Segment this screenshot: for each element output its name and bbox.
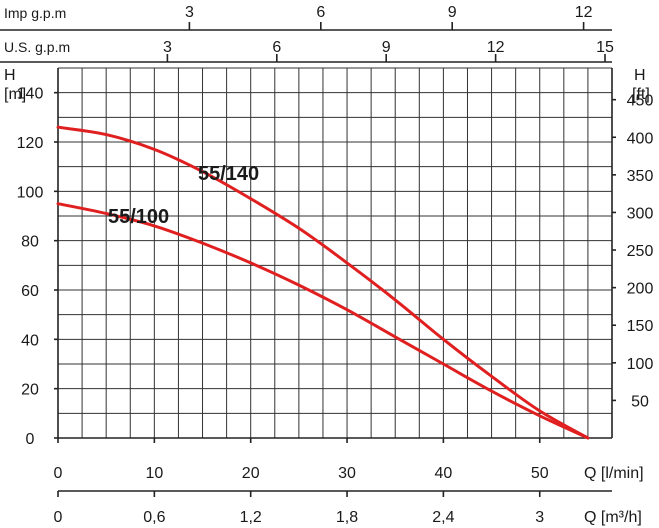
m3h-tick-label: 1,8 [336, 509, 358, 526]
x-tick-label: 20 [242, 465, 260, 482]
y-tick-label-left: 100 [17, 184, 44, 201]
y-tick-label-right: 150 [627, 318, 654, 335]
us-gpm-tick-label: 6 [272, 39, 281, 56]
us-gpm-tick-label: 3 [163, 39, 172, 56]
y-tick-label-left: 40 [21, 332, 39, 349]
series-line-55-140 [56, 125, 590, 440]
m3h-tick-label: 3 [535, 509, 544, 526]
y-axis-unit-left: [m] [4, 86, 26, 103]
x-tick-label: 40 [434, 465, 452, 482]
us-gpm-tick-label: 12 [487, 39, 505, 56]
y-tick-label-left: 80 [21, 234, 39, 251]
x-tick-label: 30 [338, 465, 356, 482]
m3h-tick-label: 0,6 [143, 509, 165, 526]
y-tick-label-left: 0 [26, 431, 35, 448]
x-axis-title: Q [l/min] [584, 465, 644, 482]
grid [58, 67, 612, 438]
imp-gpm-tick-label: 3 [185, 4, 194, 21]
axes [0, 22, 616, 497]
y-axis-unit-right: [ft] [632, 86, 650, 103]
y-tick-label-right: 350 [627, 168, 654, 185]
imp-gpm-label: Imp g.p.m [4, 5, 66, 21]
imp-gpm-tick-label: 6 [316, 4, 325, 21]
us-gpm-tick-label: 15 [596, 39, 614, 56]
y-tick-label-right: 250 [627, 243, 654, 260]
y-tick-label-right: 300 [627, 205, 654, 222]
y-tick-label-right: 450 [627, 93, 654, 110]
m3h-axis-title: Q [m³/h] [584, 509, 642, 526]
m3h-tick-label: 1,2 [240, 509, 262, 526]
series: 55/140 55/100 [56, 125, 590, 440]
y-tick-label-left: 60 [21, 283, 39, 300]
series-label-55-100: 55/100 [108, 206, 169, 228]
y-axis-title-right: H [634, 67, 646, 84]
y-tick-label-right: 200 [627, 281, 654, 298]
axis-labels: Imp g.p.m U.S. g.p.m 3 6 9 12 3 6 9 12 15 H [m] 0 20 40… [4, 4, 653, 526]
x-tick-label: 10 [145, 465, 163, 482]
x-tick-label: 0 [54, 465, 63, 482]
y-tick-label-right: 100 [627, 356, 654, 373]
us-gpm-label: U.S. g.p.m [4, 39, 70, 55]
imp-gpm-tick-label: 12 [575, 4, 593, 21]
y-tick-label-left: 120 [17, 135, 44, 152]
y-axis-title-left: H [4, 67, 16, 84]
y-tick-label-right: 50 [631, 393, 649, 410]
y-tick-label-right: 400 [627, 130, 654, 147]
x-tick-label: 50 [531, 465, 549, 482]
m3h-tick-label: 0 [54, 509, 63, 526]
imp-gpm-tick-label: 9 [448, 4, 457, 21]
us-gpm-tick-label: 9 [382, 39, 391, 56]
y-tick-label-left: 20 [21, 382, 39, 399]
m3h-tick-label: 2,4 [432, 509, 454, 526]
y-tick-label-left: 140 [17, 86, 44, 103]
series-line-55-100 [56, 202, 590, 440]
series-label-55-140: 55/140 [198, 163, 259, 185]
